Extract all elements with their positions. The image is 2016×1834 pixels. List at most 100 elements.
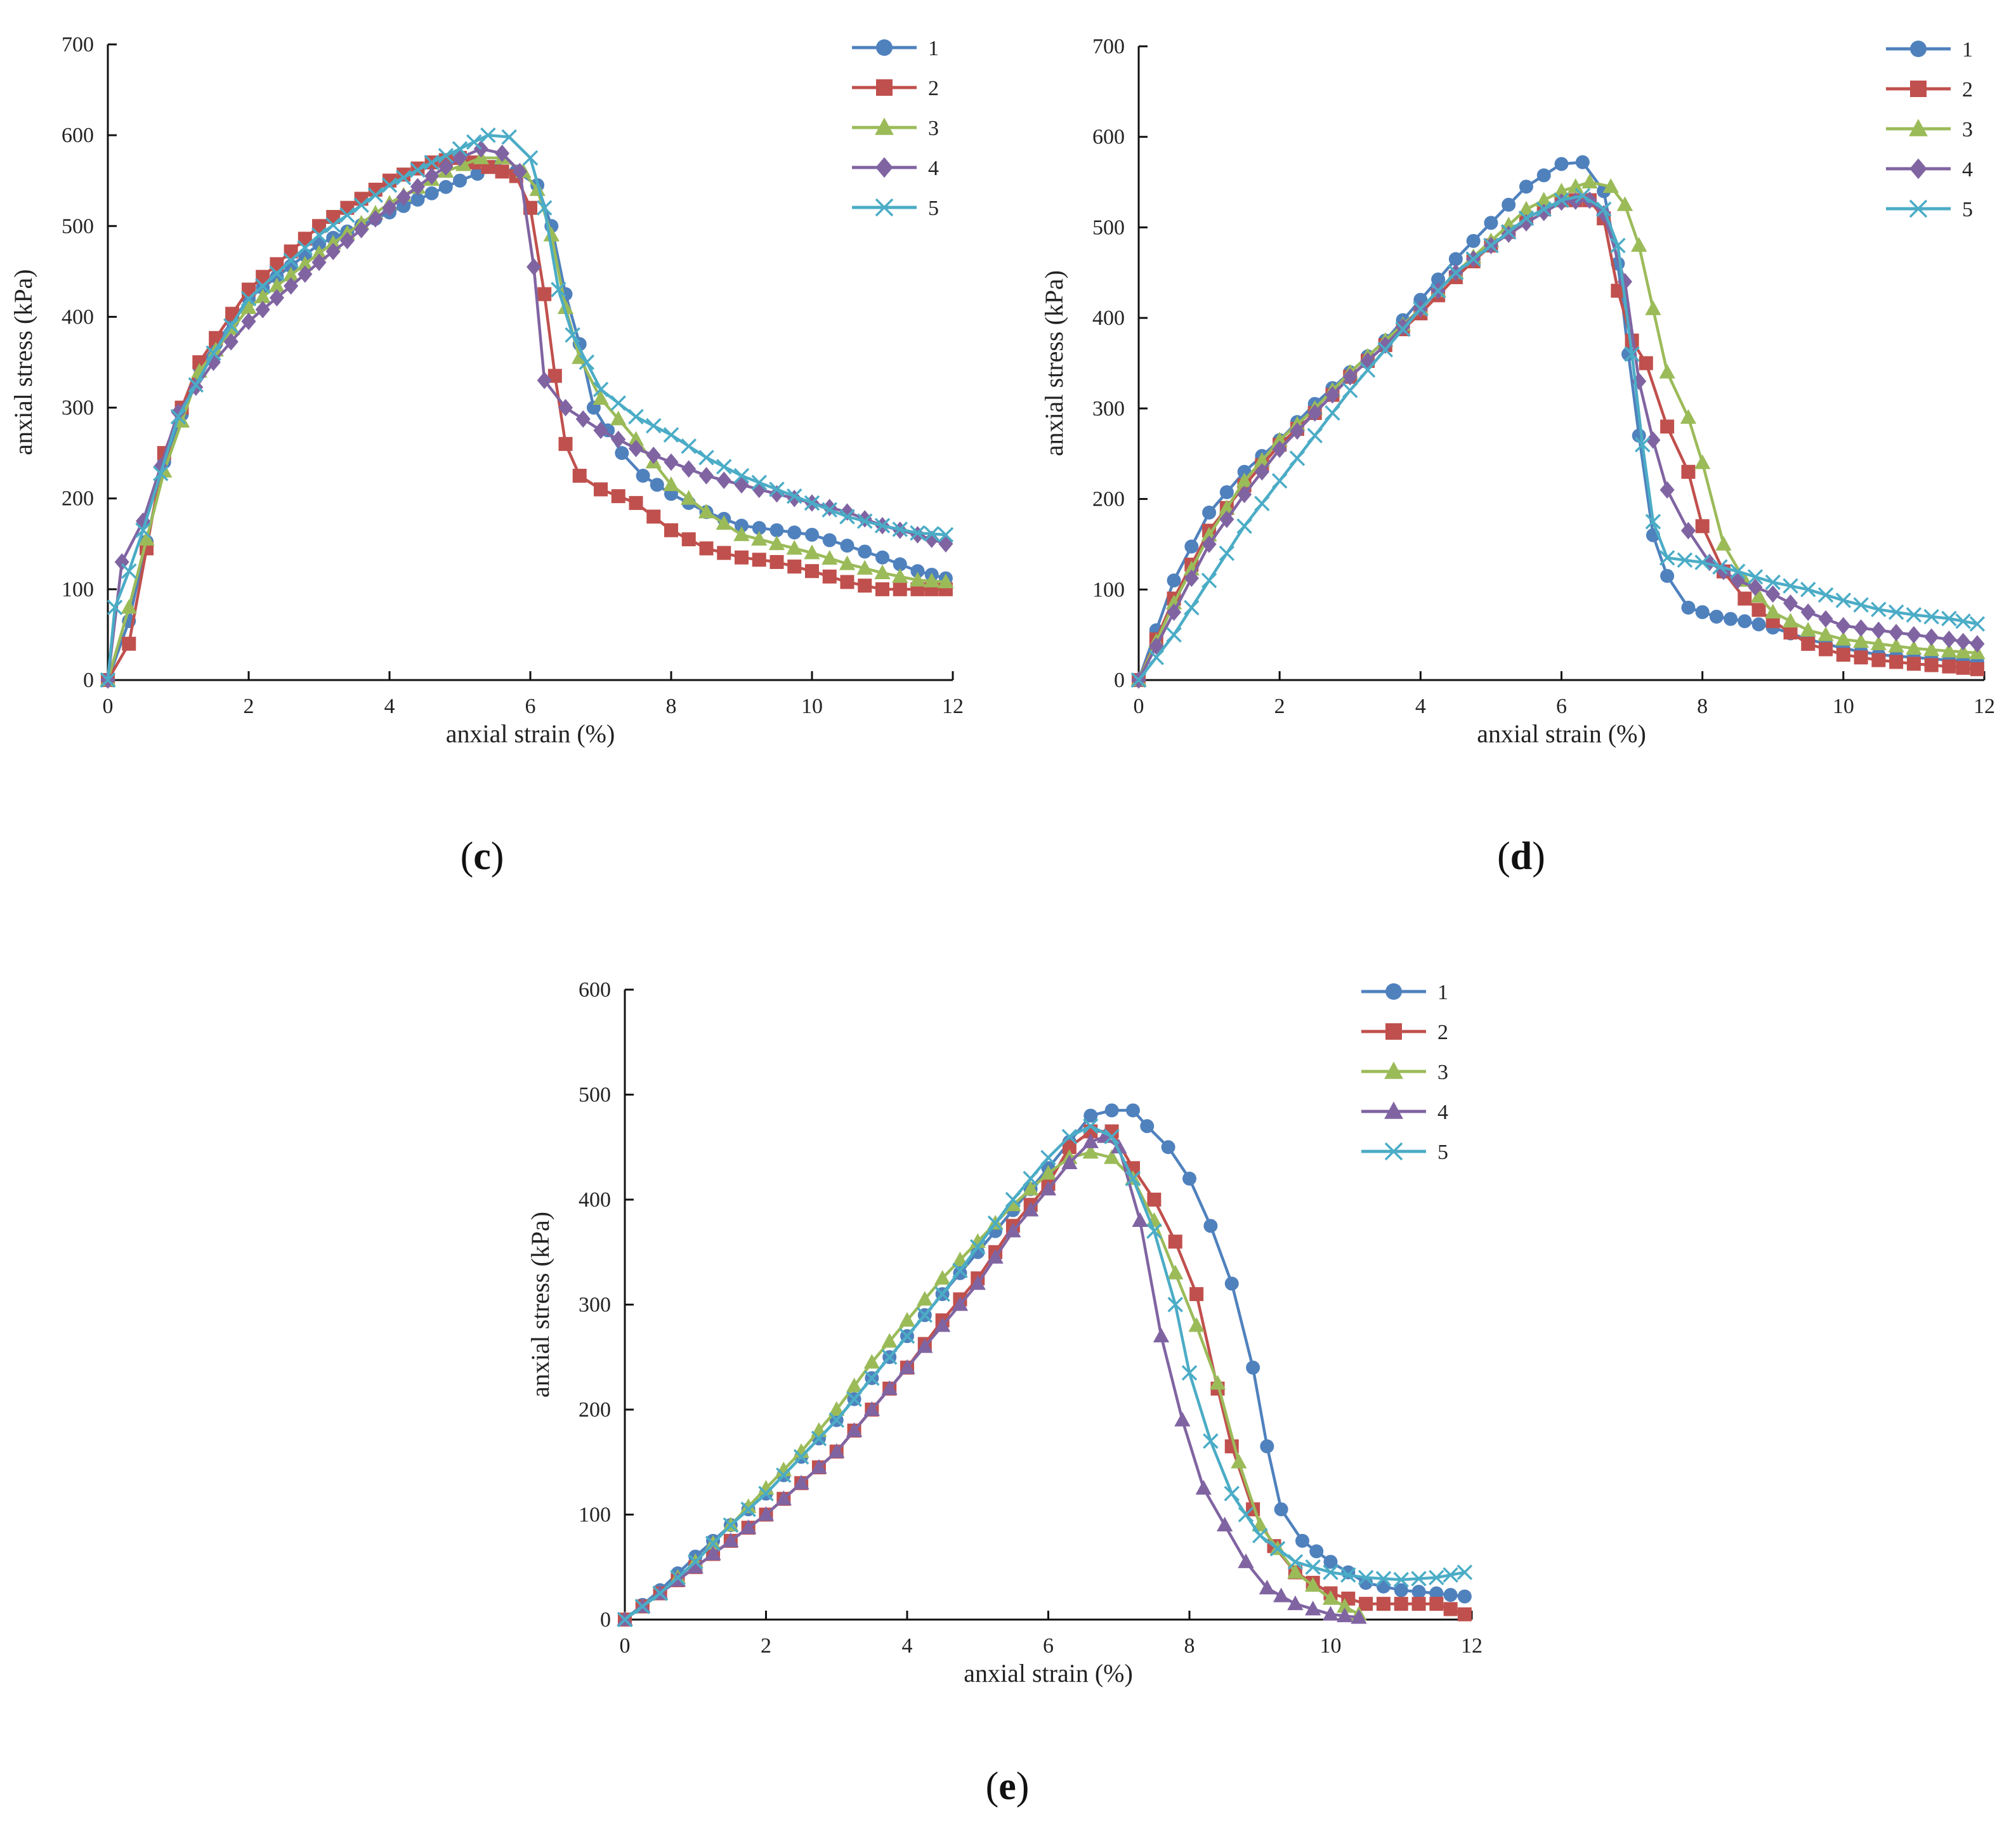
data-point	[522, 150, 539, 166]
data-point	[1941, 643, 1958, 658]
data-point	[242, 282, 256, 297]
data-point	[646, 446, 661, 464]
data-point	[1801, 636, 1816, 651]
data-point	[1889, 655, 1904, 669]
data-point	[1660, 419, 1675, 434]
data-point	[1231, 1453, 1247, 1469]
data-point	[114, 553, 129, 571]
data-point	[1751, 603, 1766, 617]
data-point	[537, 287, 552, 301]
data-point	[1536, 201, 1552, 218]
data-point	[1680, 521, 1696, 540]
data-point	[1695, 605, 1710, 619]
legend-marker	[1910, 81, 1927, 97]
legend-item: 4	[852, 157, 939, 180]
series-line	[107, 156, 946, 681]
x-axis-title: anxial strain (%)	[964, 1659, 1133, 1687]
data-point	[893, 582, 907, 596]
data-point	[752, 553, 766, 567]
data-point	[501, 129, 517, 145]
data-point	[740, 1501, 756, 1517]
data-point	[740, 1498, 757, 1513]
legend-marker	[876, 79, 893, 96]
data-point	[339, 207, 355, 223]
data-point	[652, 1585, 668, 1601]
data-point	[565, 327, 580, 343]
data-point	[1502, 197, 1516, 212]
data-point	[1167, 1297, 1183, 1313]
data-point	[1342, 368, 1358, 386]
series-2	[1132, 193, 1984, 687]
data-point	[1659, 481, 1675, 499]
data-point	[557, 299, 574, 315]
data-point	[1337, 1608, 1353, 1623]
data-point	[1783, 626, 1798, 640]
data-point	[1209, 1375, 1226, 1390]
data-point	[969, 1275, 986, 1290]
data-point	[1083, 1118, 1099, 1134]
series-line	[1137, 199, 1978, 681]
y-tick-label: 500	[1092, 216, 1125, 239]
legend-marker	[1910, 41, 1927, 57]
data-point	[1553, 183, 1570, 198]
data-point	[1166, 627, 1182, 643]
data-point	[858, 579, 872, 593]
y-tick-label: 700	[1092, 35, 1125, 58]
data-point	[1639, 356, 1653, 370]
legend-label: 3	[928, 117, 939, 140]
series-line	[1137, 199, 1978, 681]
data-point	[1554, 157, 1569, 171]
data-point	[1189, 1287, 1204, 1301]
data-point	[1359, 1597, 1373, 1611]
data-point	[1411, 1585, 1426, 1599]
data-point	[1219, 499, 1235, 514]
legend-label: 3	[1962, 118, 1973, 141]
y-tick-label: 200	[1092, 488, 1125, 511]
y-tick-label: 100	[62, 578, 94, 601]
data-point	[1575, 155, 1590, 169]
data-point	[424, 186, 439, 200]
data-point	[1783, 578, 1798, 594]
data-point	[1970, 635, 1985, 653]
data-point	[1219, 545, 1235, 561]
x-axis-title: anxial strain (%)	[446, 719, 615, 748]
data-point	[1888, 604, 1904, 620]
y-tick-label: 400	[579, 1188, 611, 1212]
panel-caption: (e)	[986, 1765, 1030, 1808]
data-point	[268, 277, 285, 292]
data-point	[1287, 1554, 1304, 1570]
data-point	[1103, 1149, 1120, 1164]
legend-item: 2	[1361, 1021, 1448, 1044]
data-point	[628, 409, 644, 425]
series-5	[1130, 188, 1986, 688]
data-point	[438, 158, 454, 176]
data-point	[1624, 346, 1640, 362]
data-point	[1295, 1533, 1309, 1548]
data-point	[1236, 472, 1253, 487]
data-point	[1290, 422, 1305, 440]
data-point	[1817, 587, 1834, 603]
legend-label: 5	[1437, 1141, 1448, 1164]
legend-marker	[1384, 1061, 1403, 1079]
data-point	[1466, 233, 1481, 248]
data-point	[1394, 1597, 1408, 1611]
legend-item: 3	[1886, 118, 1973, 141]
data-point	[1260, 1439, 1274, 1453]
data-point	[1148, 650, 1165, 665]
data-point	[1429, 1586, 1444, 1601]
data-point	[1413, 301, 1429, 317]
data-point	[1635, 436, 1651, 453]
data-point	[716, 459, 732, 475]
y-tick-label: 0	[1114, 669, 1125, 692]
data-point	[297, 240, 313, 256]
data-point	[629, 495, 643, 510]
data-point	[705, 1545, 721, 1561]
data-point	[579, 354, 595, 370]
data-point	[1632, 372, 1647, 390]
data-point	[1617, 273, 1633, 291]
data-point	[1694, 454, 1711, 469]
data-point	[699, 541, 714, 556]
data-point	[254, 278, 271, 294]
series-3	[617, 1144, 1367, 1626]
